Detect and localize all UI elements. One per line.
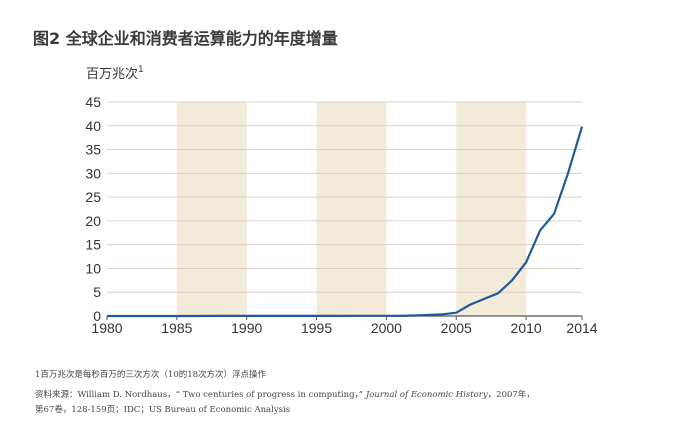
background-bands [176, 102, 527, 316]
y-tick-label: 10 [85, 260, 101, 276]
y-tick-label: 5 [93, 284, 101, 300]
x-tick-label: 1985 [161, 320, 192, 336]
y-tick-label: 15 [85, 237, 101, 253]
background-band [176, 102, 247, 316]
gridlines [107, 101, 582, 293]
y-tick-label: 20 [85, 213, 101, 229]
x-tick-label: 2010 [511, 320, 542, 336]
x-tick-label: 2005 [441, 320, 472, 336]
source-prefix: 资料来源：William D. Nordhaus，“ Two centuries… [35, 390, 366, 400]
y-tick-label: 30 [85, 165, 101, 181]
y-tick-label: 45 [85, 94, 101, 110]
x-tick-label: 2014 [566, 320, 597, 336]
x-tick-label: 1990 [231, 320, 262, 336]
x-tick-label: 1980 [91, 320, 122, 336]
source-suffix: ，2007年， [487, 390, 535, 400]
source-line-2: 第67卷，128-159页；IDC；US Bureau of Economic … [35, 405, 291, 415]
y-tick-label: 35 [85, 142, 101, 158]
y-axis-unit-superscript: 1 [138, 65, 144, 75]
y-axis-unit-label: 百万兆次1 [86, 65, 144, 82]
source-line-1: 资料来源：William D. Nordhaus，“ Two centuries… [35, 388, 535, 400]
x-tick-label: 2000 [371, 320, 402, 336]
x-tick-label: 1995 [301, 320, 332, 336]
y-axis-unit-text: 百万兆次 [86, 66, 138, 82]
tick-labels: 0 5 10 15 20 25 30 35 40 45 1980 1985 1990 1995 2000 20… [85, 94, 597, 336]
y-tick-label: 25 [85, 189, 101, 205]
series-lines [107, 126, 584, 318]
y-tick-label: 40 [85, 118, 101, 134]
background-band [316, 102, 387, 316]
series-line [107, 126, 584, 318]
y-tick-label: 0 [93, 308, 101, 324]
source-journal: Journal of Economic History [365, 390, 488, 400]
figure-title: 图2 全球企业和消费者运算能力的年度增量 [33, 29, 338, 48]
background-band [456, 102, 527, 316]
footnote: 1百万兆次是每秒百万的三次方次（10的18次方次）浮点操作 [35, 370, 267, 380]
